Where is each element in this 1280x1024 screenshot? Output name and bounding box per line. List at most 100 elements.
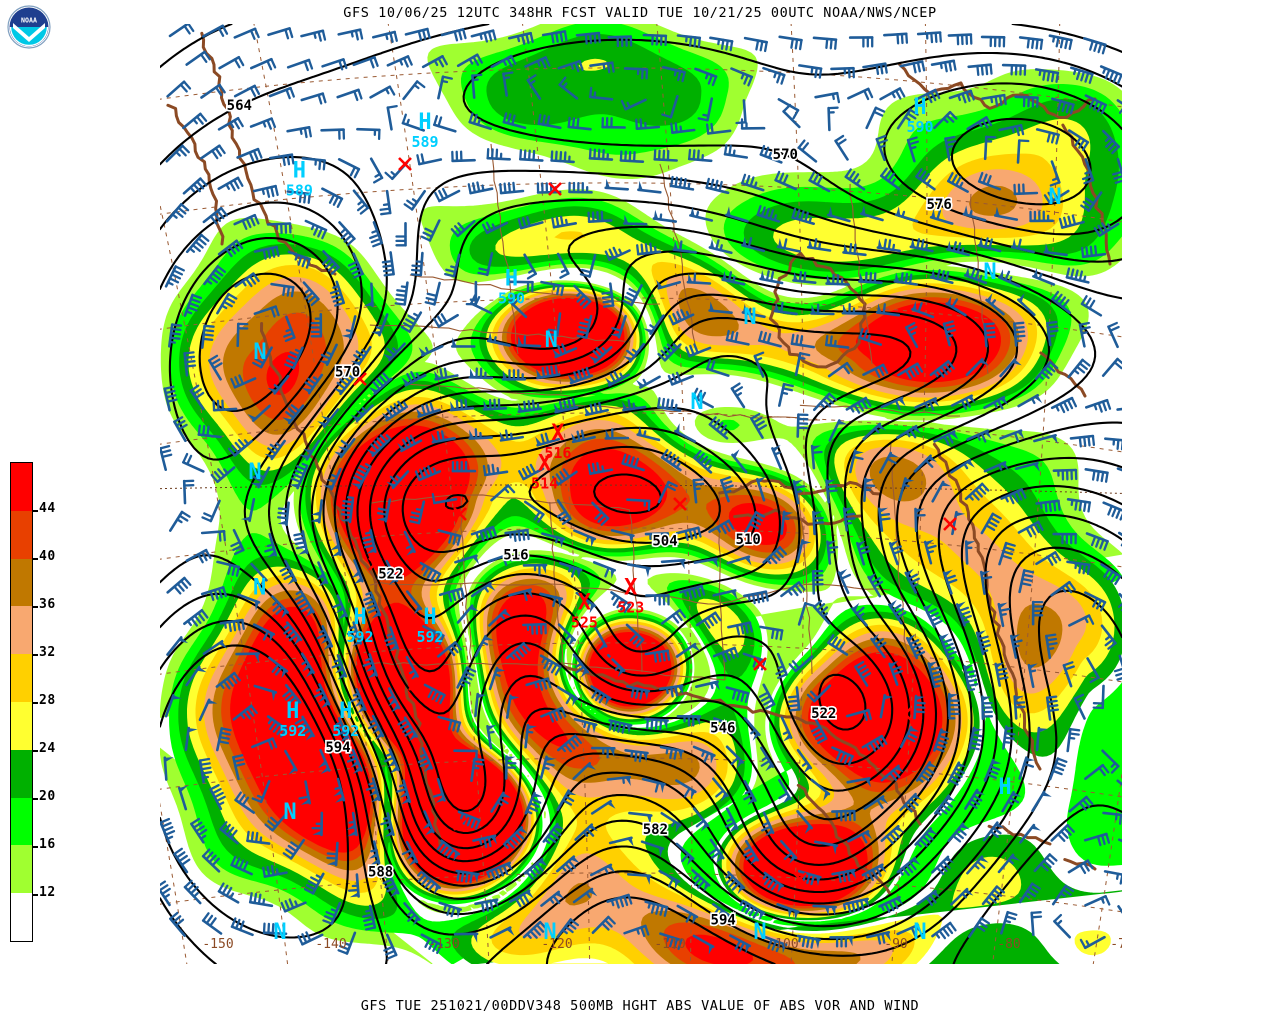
wind-barb <box>469 294 493 315</box>
wind-barb <box>486 861 514 880</box>
wind-barb <box>848 36 874 48</box>
wind-barb <box>181 452 205 473</box>
wind-barb <box>977 236 1002 253</box>
colorbar-tick-label-16: 16 <box>39 837 56 852</box>
wind-barb <box>982 821 1005 842</box>
wind-barb <box>369 85 396 99</box>
wind-barb <box>947 33 973 46</box>
wind-barb <box>879 693 894 719</box>
wind-barb <box>1001 63 1027 76</box>
extremum-marker: N <box>283 800 296 825</box>
longitude-label: -80 <box>997 937 1020 952</box>
wind-barb <box>776 903 800 921</box>
wind-barb <box>750 412 768 439</box>
meridian <box>891 24 928 964</box>
wind-barb <box>173 416 188 443</box>
wind-barb <box>253 245 280 260</box>
wind-barb <box>877 507 891 532</box>
meridian <box>387 24 490 964</box>
wind-barb <box>848 449 864 474</box>
wind-barb <box>310 499 323 524</box>
wind-barb <box>284 749 298 775</box>
wind-barb <box>692 934 715 955</box>
wind-barb <box>980 512 1002 535</box>
wind-barb <box>164 265 185 288</box>
wind-barb <box>201 24 229 38</box>
wind-barb <box>808 171 831 193</box>
wind-barb <box>163 756 174 781</box>
map-panel[interactable]: H 592 H 592 H 590 H 589 N N N X 514 X 516 X 523 X 525 H 592 H… <box>160 24 1122 964</box>
wind-barb <box>779 839 798 864</box>
longitude-label-layer: -150 -140 -130 -120 -110 -100 -90 -80 -70 <box>202 937 1122 952</box>
wind-barb <box>693 449 713 474</box>
extremum-value: 590 <box>498 289 525 307</box>
wind-barb <box>302 281 320 307</box>
wind-barb <box>660 448 682 472</box>
chart-title: GFS 10/06/25 12UTC 348HR FCST VALID TUE … <box>343 5 937 21</box>
wind-barb <box>771 444 783 470</box>
wind-barb <box>386 470 410 490</box>
wind-barb <box>318 748 331 774</box>
colorbar-band-24-28 <box>11 701 32 750</box>
wind-barb <box>643 314 665 335</box>
wind-barb <box>251 780 271 804</box>
wind-barb <box>383 342 406 362</box>
wind-barb <box>628 811 653 825</box>
wind-barb <box>352 189 370 215</box>
wind-barb <box>1084 763 1110 781</box>
wind-barb <box>455 869 480 884</box>
wind-barb <box>914 507 926 533</box>
wind-barb <box>725 206 749 223</box>
wind-barb <box>457 810 481 830</box>
wind-barb <box>812 36 838 50</box>
wind-barb <box>572 653 590 678</box>
wind-barb <box>827 106 839 132</box>
wind-barb <box>556 499 572 525</box>
wind-barb <box>379 189 392 216</box>
height-contour-label: 576 <box>927 197 952 213</box>
wind-barb <box>316 624 334 650</box>
wind-barb <box>558 561 583 579</box>
wind-barb <box>830 66 855 79</box>
wind-barb <box>589 61 615 74</box>
extremum-symbol: H <box>286 699 299 724</box>
wind-barb <box>414 465 442 482</box>
wind-barb <box>486 724 497 750</box>
wind-barb <box>386 55 413 68</box>
extremum-value: 514 <box>531 475 558 493</box>
wind-barb <box>486 148 512 161</box>
wind-barb <box>846 777 871 788</box>
wind-barb <box>947 822 970 843</box>
wind-barb <box>553 397 579 414</box>
wind-barb <box>776 238 801 253</box>
extremum-value: 592 <box>346 628 373 646</box>
wind-barb <box>449 398 475 412</box>
wind-barb <box>1085 532 1109 551</box>
wind-barb <box>301 373 324 395</box>
wind-barb <box>590 799 616 815</box>
wind-barb <box>203 265 227 286</box>
wind-barb <box>842 242 867 257</box>
wind-barb <box>182 112 208 130</box>
wind-barb <box>386 104 398 131</box>
extremum-symbol: N <box>273 920 286 945</box>
vorticity-max-x <box>398 157 412 171</box>
height-contour-label: 504 <box>652 534 677 550</box>
wind-barb <box>1068 614 1095 627</box>
wind-barb <box>967 917 991 939</box>
wind-barb <box>185 233 210 254</box>
wind-barb <box>1068 795 1094 813</box>
colorbar-tick-label-36: 36 <box>39 597 56 612</box>
wind-barb <box>811 569 824 595</box>
wind-barb <box>346 748 363 774</box>
wind-barb <box>217 117 244 131</box>
wind-barb <box>236 147 263 162</box>
wind-barb <box>233 84 261 98</box>
wind-barb <box>685 343 712 358</box>
wind-barb <box>694 67 718 87</box>
wind-barb <box>301 157 326 171</box>
height-contour-label: 594 <box>711 913 736 929</box>
wind-barb <box>298 780 311 805</box>
wind-barb <box>410 251 424 277</box>
wind-barb <box>827 634 849 656</box>
